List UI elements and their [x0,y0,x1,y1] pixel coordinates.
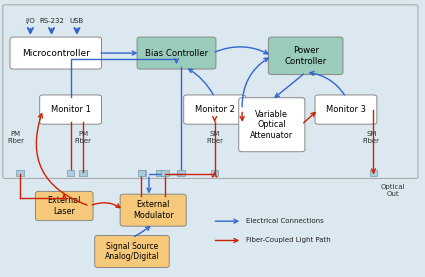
Text: I/O: I/O [26,18,35,24]
FancyBboxPatch shape [137,37,216,69]
FancyBboxPatch shape [139,170,147,176]
FancyBboxPatch shape [3,5,418,178]
Text: External
Laser: External Laser [48,196,81,216]
Text: SM
Fiber: SM Fiber [363,131,380,143]
FancyBboxPatch shape [120,194,186,226]
Text: Monitor 2: Monitor 2 [195,105,235,114]
Text: Bias Controller: Bias Controller [145,48,208,58]
Text: Microcontroller: Microcontroller [22,48,90,58]
FancyBboxPatch shape [184,95,246,124]
FancyBboxPatch shape [40,95,102,124]
FancyBboxPatch shape [35,191,93,221]
Text: Power
Controller: Power Controller [285,46,327,66]
FancyBboxPatch shape [156,170,163,176]
Text: SM
Fiber: SM Fiber [206,131,223,143]
FancyBboxPatch shape [211,170,218,176]
FancyBboxPatch shape [177,170,184,176]
FancyBboxPatch shape [16,170,23,176]
FancyBboxPatch shape [67,170,74,176]
Text: PM
Fiber: PM Fiber [7,131,24,143]
Text: External
Modulator: External Modulator [133,201,173,220]
FancyBboxPatch shape [269,37,343,75]
FancyBboxPatch shape [370,170,377,176]
Text: Optical
Out: Optical Out [380,184,405,198]
Text: PM
Fiber: PM Fiber [75,131,92,143]
FancyBboxPatch shape [161,170,169,176]
Text: Monitor 3: Monitor 3 [326,105,366,114]
Text: Fiber-Coupled Light Path: Fiber-Coupled Light Path [246,237,331,243]
Text: Electrical Connections: Electrical Connections [246,218,324,224]
FancyBboxPatch shape [79,170,87,176]
FancyBboxPatch shape [315,95,377,124]
FancyBboxPatch shape [95,235,169,268]
FancyBboxPatch shape [10,37,102,69]
Text: Variable
Optical
Attenuator: Variable Optical Attenuator [250,110,293,140]
Text: Monitor 1: Monitor 1 [51,105,91,114]
Text: RS-232: RS-232 [39,18,64,24]
FancyBboxPatch shape [138,170,145,176]
FancyBboxPatch shape [239,98,305,152]
Text: Signal Source
Analog/Digital: Signal Source Analog/Digital [105,242,159,261]
Text: USB: USB [70,18,84,24]
